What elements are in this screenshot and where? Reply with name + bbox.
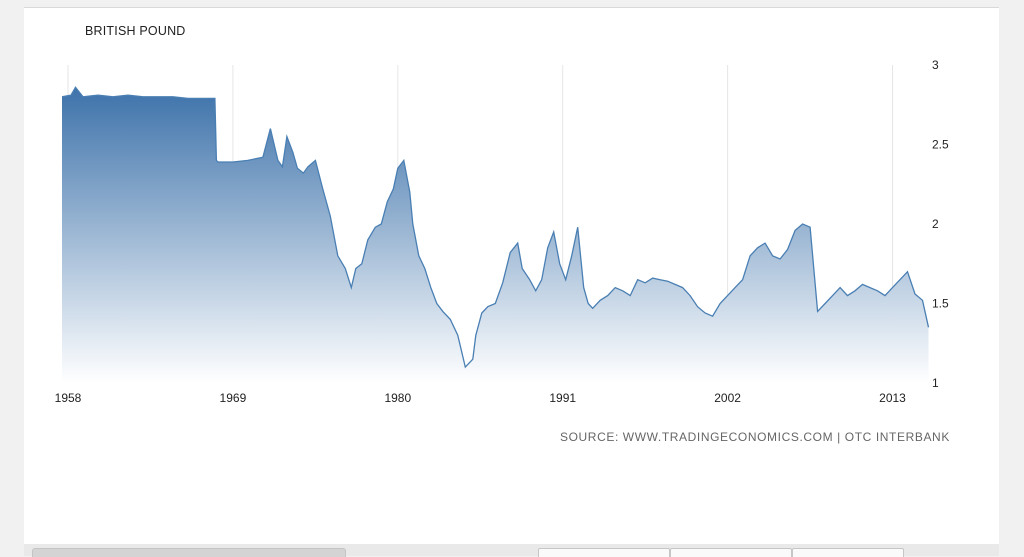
y-tick-label: 1.5: [932, 297, 949, 311]
toolbar-button-2[interactable]: [670, 548, 792, 557]
x-tick-label: 1969: [220, 391, 247, 405]
x-tick-label: 1991: [549, 391, 576, 405]
scrollbar-thumb[interactable]: [32, 548, 346, 557]
series-line: [61, 86, 930, 369]
source-note: SOURCE: WWW.TRADINGECONOMICS.COM | OTC I…: [560, 430, 950, 444]
chart-title: BRITISH POUND: [85, 24, 186, 38]
x-tick-label: 2002: [714, 391, 741, 405]
x-tick-label: 2013: [879, 391, 906, 405]
y-tick-label: 3: [932, 58, 939, 72]
x-tick-label: 1958: [55, 391, 82, 405]
y-tick-label: 1: [932, 376, 939, 390]
y-tick-label: 2: [932, 217, 939, 231]
x-tick-label: 1980: [384, 391, 411, 405]
toolbar-button-1[interactable]: [538, 548, 670, 557]
toolbar-button-3[interactable]: [792, 548, 904, 557]
series-area: [62, 87, 929, 384]
y-tick-label: 2.5: [932, 138, 949, 152]
